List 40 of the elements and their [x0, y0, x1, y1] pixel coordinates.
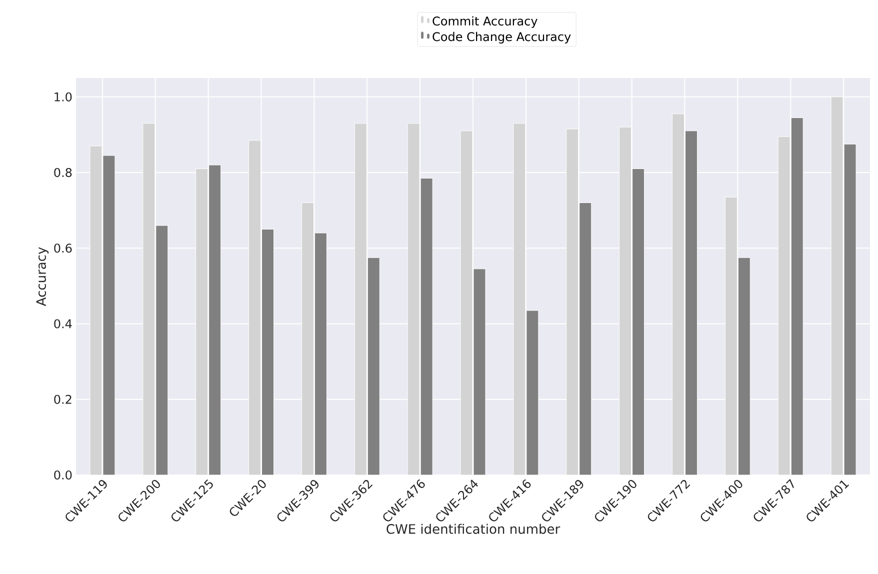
- bar: [778, 136, 790, 475]
- y-tick-label: 1.0: [54, 92, 72, 102]
- bar: [314, 232, 327, 475]
- bar: [460, 130, 473, 475]
- bar: [566, 128, 579, 475]
- bar: [579, 202, 592, 475]
- bar: [619, 126, 632, 475]
- x-axis-title: CWE identification number: [386, 524, 560, 534]
- y-tick-label: 0.6: [54, 244, 72, 253]
- bar: [301, 202, 314, 475]
- bar: [420, 178, 433, 475]
- y-tick-label: 0.4: [54, 319, 72, 328]
- bar: [830, 96, 844, 475]
- bar: [262, 228, 274, 475]
- bar: [526, 310, 539, 475]
- bar: [248, 140, 262, 475]
- legend-label: Code Change Accuracy: [432, 32, 571, 44]
- legend-label: Commit Accuracy: [432, 16, 538, 28]
- bar: [632, 168, 645, 475]
- bar: [844, 144, 856, 475]
- bar: [102, 155, 116, 475]
- bar: [513, 123, 526, 475]
- bar: [790, 117, 804, 475]
- bar: [738, 257, 750, 475]
- bar: [367, 257, 380, 475]
- bar: [473, 268, 486, 475]
- bar: [724, 196, 738, 475]
- y-tick-label: 0.8: [54, 168, 72, 178]
- bar: [407, 123, 420, 475]
- y-tick-label: 0.0: [54, 470, 72, 480]
- bar: [142, 123, 156, 475]
- bar: [156, 225, 168, 475]
- bar: [208, 164, 222, 475]
- bar: [684, 130, 698, 475]
- y-axis-title: Accuracy: [36, 247, 49, 306]
- bar: [354, 123, 367, 475]
- bar: [90, 146, 102, 475]
- bar: [196, 168, 208, 475]
- bar: [672, 114, 684, 475]
- y-tick-label: 0.2: [54, 394, 72, 404]
